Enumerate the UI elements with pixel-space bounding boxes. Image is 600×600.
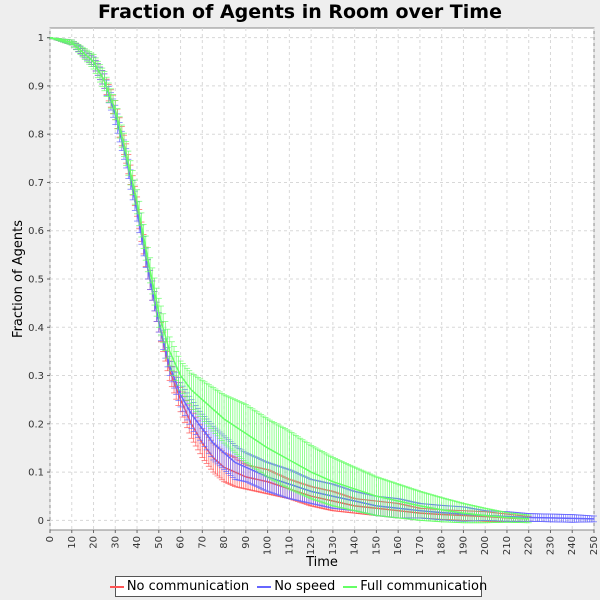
x-tick-label: 50 [154,536,165,549]
series-2 [47,36,532,524]
x-tick-label: 230 [545,536,556,555]
legend-item: No communication [109,579,250,594]
x-tick-label: 100 [263,536,274,555]
x-tick-label: 180 [437,536,448,555]
x-axis-label: Time [305,555,338,570]
legend-label: Full communication [360,579,488,594]
x-tick-label: 110 [284,536,295,555]
x-tick-label: 150 [371,536,382,555]
series-layer [47,36,597,524]
x-tick-label: 0 [45,536,56,542]
x-tick-label: 200 [480,536,491,555]
legend-swatch [343,585,358,588]
x-tick-label: 170 [415,536,426,555]
x-tick-label: 20 [89,536,100,549]
x-tick-label: 190 [458,536,469,555]
y-tick-label: 0.8 [28,130,44,141]
y-tick-label: 0.5 [28,275,44,286]
x-tick-label: 250 [589,536,600,555]
legend-item: No speed [257,579,335,594]
y-tick-label: 0.3 [28,371,44,382]
legend-label: No communication [126,579,250,594]
y-tick-label: 0.2 [28,419,44,430]
x-tick-label: 10 [67,536,78,549]
y-tick-label: 0.7 [28,178,44,189]
legend-item: Full communication [343,579,487,594]
legend-label: No speed [274,579,336,594]
y-axis-label: Fraction of Agents [11,220,26,338]
y-tick-label: 0.1 [28,468,44,479]
y-tick-label: 1 [38,33,44,44]
y-tick-label: 0.6 [28,226,44,237]
x-tick-label: 220 [524,536,535,555]
series-line [49,36,529,520]
x-tick-label: 70 [197,536,208,549]
y-tick-label: 0.4 [28,323,44,334]
x-tick-label: 240 [567,536,578,555]
x-tick-label: 30 [110,536,121,549]
x-tick-label: 80 [219,536,230,549]
x-tick-label: 120 [306,536,317,555]
x-tick-label: 160 [393,536,404,555]
y-tick-label: 0.9 [28,81,44,92]
chart-title: Fraction of Agents in Room over Time [98,1,502,23]
x-tick-label: 40 [132,536,143,549]
x-tick-label: 210 [502,536,513,555]
legend: No communication No speed Full communicati… [109,576,487,597]
x-tick-label: 130 [328,536,339,555]
legend-swatch [257,585,272,588]
axis-layer: 0 10 20 30 40 50 60 70 80 90 100 110 120 130 140 150 160… [28,33,600,555]
x-tick-label: 90 [241,536,252,549]
legend-swatch [109,585,124,588]
x-tick-label: 60 [176,536,187,549]
x-tick-label: 140 [350,536,361,555]
y-tick-label: 0 [38,516,44,527]
